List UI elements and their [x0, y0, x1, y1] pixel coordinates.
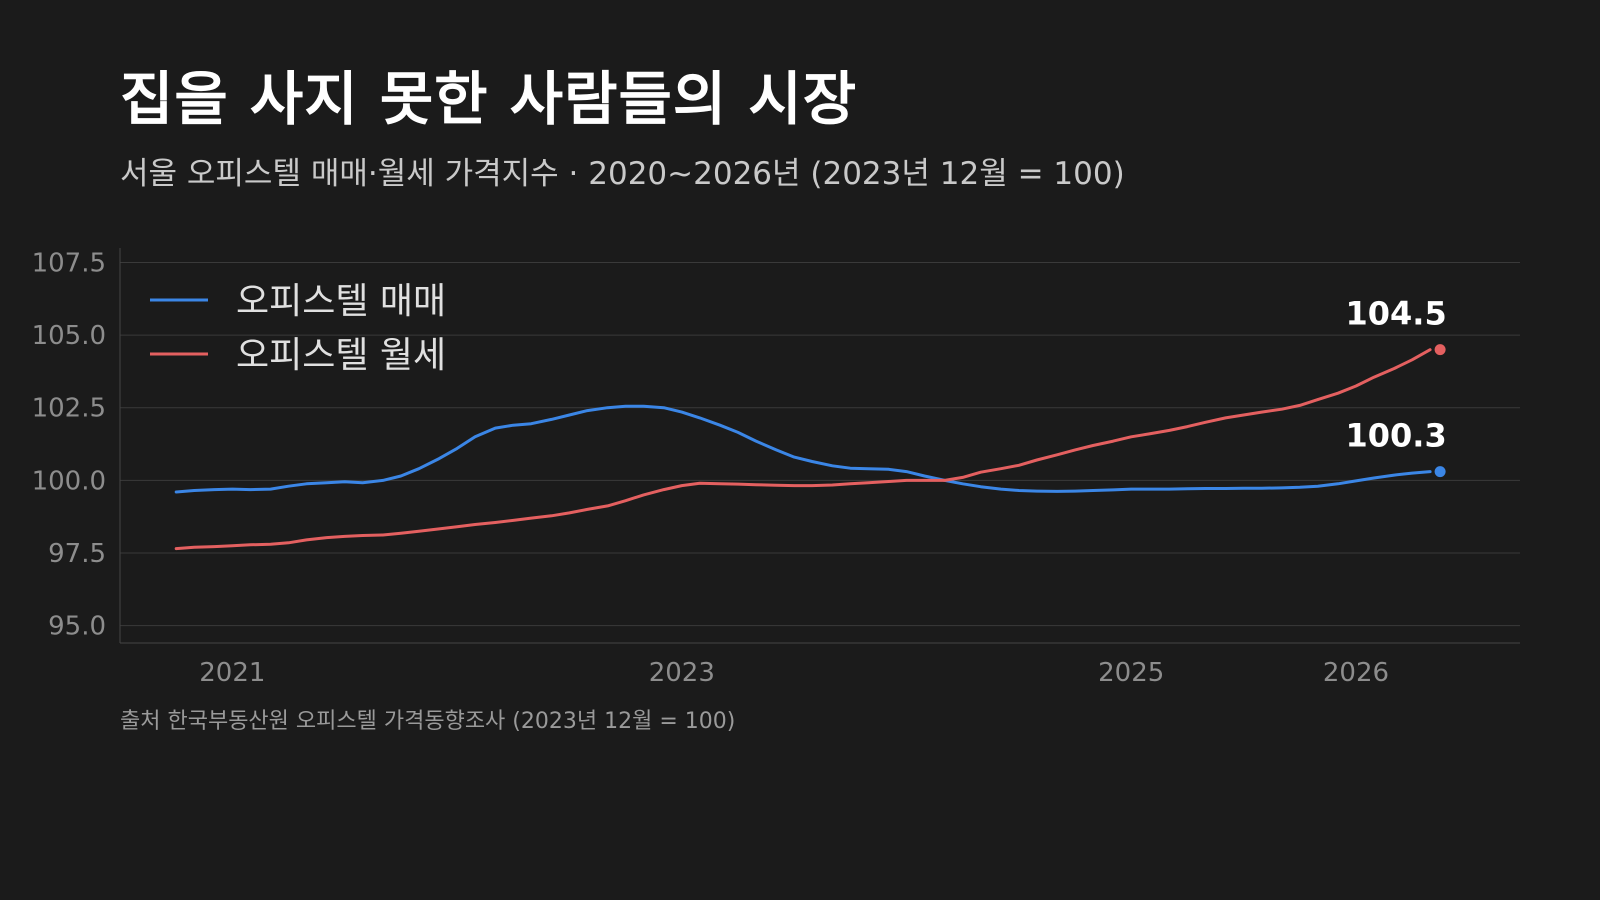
end-labels: 100.3 104.5: [1346, 295, 1447, 455]
y-tick-label: 102.5: [32, 394, 106, 424]
series-line-0: [174, 404, 1432, 494]
x-tick-label: 2025: [1098, 658, 1164, 688]
series-lines: [174, 344, 1446, 551]
y-tick-label: 105.0: [32, 321, 106, 351]
series-end-label-1: 104.5: [1346, 295, 1447, 333]
y-tick-label: 107.5: [32, 249, 106, 279]
series-end-dot-1: [1434, 344, 1446, 356]
series-line-1: [174, 348, 1432, 551]
source-note: 출처 한국부동산원 오피스텔 가격동향조사 (2023년 12월 = 100): [120, 709, 736, 734]
legend-label-1: 오피스텔 월세: [236, 335, 446, 376]
y-tick-label: 100.0: [32, 466, 106, 496]
chart-subtitle: 서울 오피스텔 매매·월세 가격지수 · 2020~2026년 (2023년 1…: [120, 156, 1125, 192]
chart-title: 집을 사지 못한 사람들의 시장: [120, 65, 858, 133]
y-tick-label: 95.0: [48, 612, 106, 642]
x-tick-label: 2023: [649, 658, 715, 688]
series-end-label-0: 100.3: [1346, 417, 1447, 455]
axes: 95.0 97.5 100.0 102.5 105.0 107.5 2021 2023 2025…: [32, 248, 1520, 688]
x-tick-label: 2026: [1323, 658, 1389, 688]
series-end-dot-0: [1434, 466, 1446, 478]
y-tick-label: 97.5: [48, 539, 106, 569]
x-tick-label: 2021: [199, 658, 265, 688]
legend-label-0: 오피스텔 매매: [236, 281, 446, 322]
